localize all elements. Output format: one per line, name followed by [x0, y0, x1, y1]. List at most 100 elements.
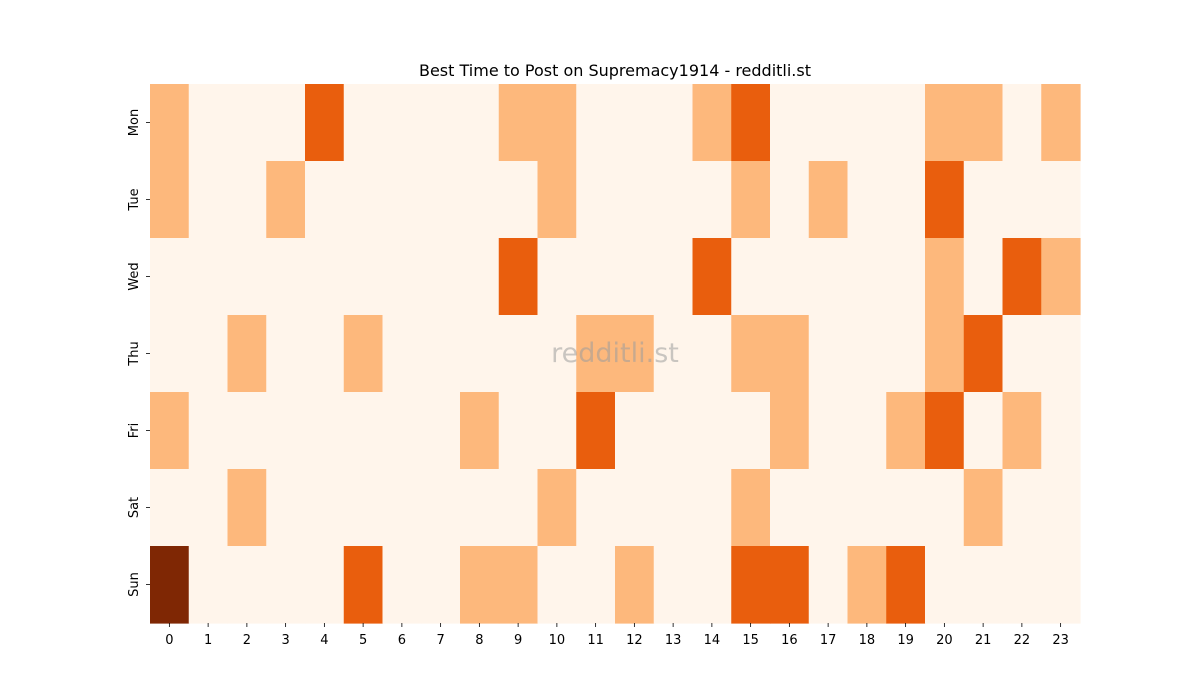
heatmap-cell-tue-12: [615, 161, 655, 239]
heatmap-cell-tue-21: [963, 161, 1004, 239]
heatmap-cell-sat-0: [150, 469, 190, 547]
x-tick-label: 7: [436, 633, 444, 648]
heatmap-cell-thu-19: [886, 315, 926, 393]
heatmap-cell-sun-8: [460, 546, 500, 624]
heatmap-cell-sun-16: [770, 546, 810, 624]
heatmap-cell-mon-18: [847, 84, 887, 162]
x-tick-label: 19: [897, 633, 914, 648]
heatmap-cell-wed-17: [808, 238, 849, 316]
y-tick-label: Sun: [127, 572, 142, 597]
heatmap-cell-sat-23: [1041, 469, 1081, 547]
heatmap-cell-wed-13: [653, 238, 694, 316]
heatmap-cell-thu-2: [227, 315, 267, 393]
y-axis: Mon Tue Wed Thu Fri Sat Sun: [127, 109, 150, 597]
heatmap-cell-tue-17: [808, 161, 849, 239]
heatmap-cell-sat-1: [188, 469, 229, 547]
heatmap-cell-sat-20: [925, 469, 965, 547]
heatmap-cell-tue-7: [421, 161, 461, 239]
heatmap-cell-sun-12: [615, 546, 655, 624]
x-tick-label: 17: [820, 633, 837, 648]
heatmap-cell-sun-17: [808, 546, 849, 624]
x-tick-label: 18: [859, 633, 876, 648]
heatmap-cell-tue-2: [227, 161, 267, 239]
heatmap-cell-sun-0: [150, 546, 190, 624]
heatmap-cell-thu-0: [150, 315, 190, 393]
heatmap-cell-wed-16: [770, 238, 810, 316]
x-tick-label: 16: [781, 633, 798, 648]
heatmap-cell-sun-21: [963, 546, 1004, 624]
heatmap-cell-wed-0: [150, 238, 190, 316]
heatmap-cell-mon-22: [1002, 84, 1042, 162]
heatmap-cell-wed-1: [188, 238, 229, 316]
heatmap-cell-sat-16: [770, 469, 810, 547]
x-tick-label: 4: [320, 633, 328, 648]
heatmap-cell-wed-23: [1041, 238, 1081, 316]
heatmap-cell-sat-6: [382, 469, 422, 547]
heatmap-cell-wed-9: [498, 238, 539, 316]
heatmap-cell-sat-18: [847, 469, 887, 547]
x-tick-label: 23: [1052, 633, 1069, 648]
heatmap-cell-mon-2: [227, 84, 267, 162]
heatmap-cell-sun-19: [886, 546, 926, 624]
heatmap-cell-fri-0: [150, 392, 190, 470]
heatmap-cell-thu-8: [460, 315, 500, 393]
heatmap-cell-sat-15: [731, 469, 771, 547]
heatmap-cell-fri-6: [382, 392, 422, 470]
heatmap-cell-fri-20: [925, 392, 965, 470]
x-tick-label: 3: [281, 633, 289, 648]
heatmap-cell-wed-2: [227, 238, 267, 316]
heatmap-cell-fri-1: [188, 392, 229, 470]
heatmap-cell-sat-4: [305, 469, 345, 547]
x-tick-label: 9: [514, 633, 522, 648]
heatmap-cell-sun-14: [692, 546, 732, 624]
heatmap-cell-tue-3: [266, 161, 306, 239]
heatmap-cell-sat-9: [498, 469, 539, 547]
heatmap-cell-sun-13: [653, 546, 694, 624]
x-tick-label: 13: [665, 633, 682, 648]
heatmap-cell-tue-11: [576, 161, 616, 239]
heatmap-cell-mon-13: [653, 84, 694, 162]
heatmap-cell-mon-17: [808, 84, 849, 162]
heatmap-cell-sun-20: [925, 546, 965, 624]
x-tick-label: 15: [742, 633, 759, 648]
heatmap-cell-sun-10: [537, 546, 577, 624]
heatmap-cell-fri-8: [460, 392, 500, 470]
heatmap-cell-tue-1: [188, 161, 229, 239]
heatmap-cell-mon-9: [498, 84, 539, 162]
heatmap-cell-wed-5: [343, 238, 384, 316]
heatmap-cell-wed-7: [421, 238, 461, 316]
heatmap-cell-mon-7: [421, 84, 461, 162]
heatmap-cell-sat-14: [692, 469, 732, 547]
heatmap-cell-mon-10: [537, 84, 577, 162]
heatmap-cell-sat-7: [421, 469, 461, 547]
y-tick-label: Fri: [127, 423, 142, 439]
heatmap-cell-mon-21: [963, 84, 1004, 162]
heatmap-cell-mon-23: [1041, 84, 1081, 162]
heatmap-cell-tue-13: [653, 161, 694, 239]
heatmap-cell-wed-4: [305, 238, 345, 316]
y-tick-label: Mon: [127, 109, 142, 136]
heatmap-cell-thu-7: [421, 315, 461, 393]
heatmap-cell-thu-10: [537, 315, 577, 393]
heatmap-cell-tue-10: [537, 161, 577, 239]
heatmap-cell-fri-22: [1002, 392, 1042, 470]
heatmap-cell-wed-12: [615, 238, 655, 316]
heatmap-cell-thu-3: [266, 315, 306, 393]
heatmap-cell-fri-10: [537, 392, 577, 470]
heatmap-cell-mon-12: [615, 84, 655, 162]
heatmap-cell-sun-11: [576, 546, 616, 624]
heatmap-cell-thu-11: [576, 315, 616, 393]
heatmap-cell-fri-21: [963, 392, 1004, 470]
heatmap-cell-tue-14: [692, 161, 732, 239]
heatmap-cell-sun-2: [227, 546, 267, 624]
heatmap-cell-sun-1: [188, 546, 229, 624]
heatmap-cell-sat-2: [227, 469, 267, 547]
heatmap-cell-sat-22: [1002, 469, 1042, 547]
heatmap-cell-thu-5: [343, 315, 384, 393]
heatmap-cell-sat-5: [343, 469, 384, 547]
heatmap-cell-wed-20: [925, 238, 965, 316]
heatmap-cell-fri-13: [653, 392, 694, 470]
heatmap-cell-mon-0: [150, 84, 190, 162]
x-tick-label: 1: [204, 633, 212, 648]
heatmap-cell-sat-17: [808, 469, 849, 547]
